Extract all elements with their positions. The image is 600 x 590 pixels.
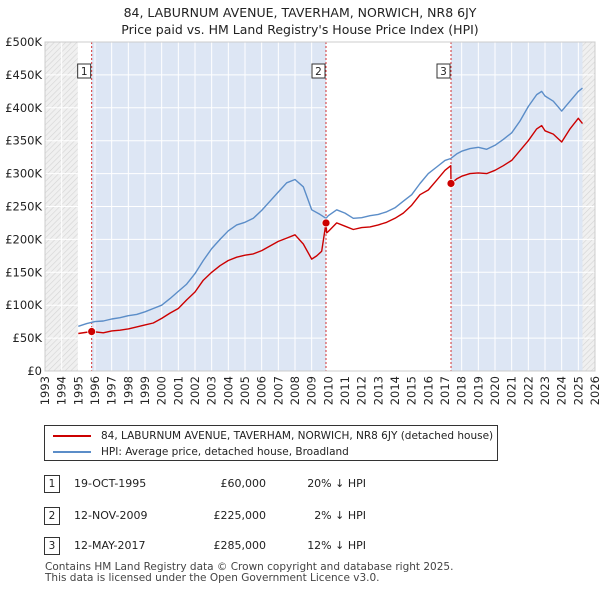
x-tick-label: 1993 xyxy=(38,376,52,405)
sale-label-number: 2 xyxy=(315,66,322,78)
transaction-price: £60,000 xyxy=(220,477,267,490)
property-price-line xyxy=(78,117,584,335)
x-tick-label: 2004 xyxy=(221,376,235,405)
transaction-number: 3 xyxy=(44,537,60,555)
sale-label-box xyxy=(311,63,326,79)
x-tick-label: 1999 xyxy=(138,376,152,405)
x-tick-label: 2005 xyxy=(238,376,252,405)
sale-label-number: 3 xyxy=(440,66,447,78)
legend-swatch-hpi xyxy=(53,451,91,453)
x-tick-label: 2024 xyxy=(555,376,569,405)
x-tick-label: 2010 xyxy=(321,376,335,405)
sale-label-box xyxy=(77,63,92,79)
x-tick-label: 1996 xyxy=(88,376,102,405)
footer-copyright: Contains HM Land Registry data © Crown c… xyxy=(45,561,454,573)
y-tick-label: £300K xyxy=(5,167,42,181)
x-tick-label: 1998 xyxy=(121,376,135,405)
legend-label-hpi: HPI: Average price, detached house, Broa… xyxy=(101,446,349,458)
x-tick-label: 2018 xyxy=(455,376,469,405)
x-tick-label: 2014 xyxy=(388,376,402,405)
transaction-price: £285,000 xyxy=(213,539,267,552)
x-tick-label: 2019 xyxy=(471,376,485,405)
transaction-price: £225,000 xyxy=(213,509,267,522)
y-tick-label: £150K xyxy=(5,265,42,279)
x-tick-label: 2003 xyxy=(205,376,219,405)
y-tick-label: £250K xyxy=(5,200,42,214)
legend-item-property: 84, LABURNUM AVENUE, TAVERHAM, NORWICH, … xyxy=(53,428,493,444)
x-tick-label: 2021 xyxy=(505,376,519,405)
y-tick-label: £500K xyxy=(5,35,42,49)
transaction-number: 2 xyxy=(44,507,60,525)
x-tick-label: 2008 xyxy=(288,376,302,405)
transaction-number: 1 xyxy=(44,475,60,493)
x-tick-label: 2006 xyxy=(255,376,269,405)
chart-title: 84, LABURNUM AVENUE, TAVERHAM, NORWICH, … xyxy=(123,5,477,20)
y-tick-label: £50K xyxy=(13,331,43,345)
x-tick-label: 1995 xyxy=(71,376,85,405)
y-tick-label: £350K xyxy=(5,134,42,148)
x-tick-label: 2020 xyxy=(488,376,502,405)
x-tick-label: 2013 xyxy=(371,376,385,405)
transaction-hpi: 2% ↓ HPI xyxy=(314,509,366,522)
legend-swatch-property xyxy=(53,435,91,437)
x-tick-label: 2000 xyxy=(155,376,169,405)
sale-point xyxy=(321,218,331,228)
legend: 84, LABURNUM AVENUE, TAVERHAM, NORWICH, … xyxy=(44,425,498,461)
x-tick-label: 2007 xyxy=(271,376,285,405)
transaction-hpi: 12% ↓ HPI xyxy=(307,539,366,552)
transaction-hpi: 20% ↓ HPI xyxy=(307,477,366,490)
x-tick-label: 2016 xyxy=(421,376,435,405)
x-tick-label: 2022 xyxy=(521,376,535,405)
legend-label-property: 84, LABURNUM AVENUE, TAVERHAM, NORWICH, … xyxy=(101,430,494,442)
x-tick-label: 2011 xyxy=(338,376,352,405)
legend-item-hpi: HPI: Average price, detached house, Broa… xyxy=(53,444,349,460)
y-tick-label: £400K xyxy=(5,101,42,115)
x-tick-label: 1997 xyxy=(105,376,119,405)
footer-licence: This data is licensed under the Open Gov… xyxy=(45,572,380,584)
x-tick-label: 2023 xyxy=(538,376,552,405)
transaction-date: 12-MAY-2017 xyxy=(74,539,146,552)
x-tick-label: 2002 xyxy=(188,376,202,405)
plot-border xyxy=(44,41,596,372)
x-tick-label: 2001 xyxy=(171,376,185,405)
y-tick-label: £450K xyxy=(5,68,42,82)
x-tick-label: 2025 xyxy=(571,376,585,405)
transaction-date: 19-OCT-1995 xyxy=(74,477,147,490)
y-tick-label: £100K xyxy=(5,298,42,312)
y-tick-label: £0 xyxy=(27,364,42,378)
x-tick-label: 1994 xyxy=(55,376,69,405)
transaction-date: 12-NOV-2009 xyxy=(74,509,148,522)
sale-label-box xyxy=(436,63,451,79)
sale-point xyxy=(87,327,97,336)
chart-subtitle: Price paid vs. HM Land Registry's House … xyxy=(121,22,479,37)
x-tick-label: 2012 xyxy=(355,376,369,405)
x-tick-label: 2009 xyxy=(305,376,319,405)
y-tick-label: £200K xyxy=(5,232,42,246)
sale-point xyxy=(446,179,456,188)
sale-label-number: 1 xyxy=(81,66,88,78)
x-tick-label: 2017 xyxy=(438,376,452,405)
price-chart: 1 2 3 £0 £50K £100K £150K £200K £250K £300K £350K £… xyxy=(5,35,600,405)
x-tick-label: 2026 xyxy=(588,376,600,405)
hpi-line xyxy=(78,87,583,327)
x-tick-label: 2015 xyxy=(405,376,419,405)
